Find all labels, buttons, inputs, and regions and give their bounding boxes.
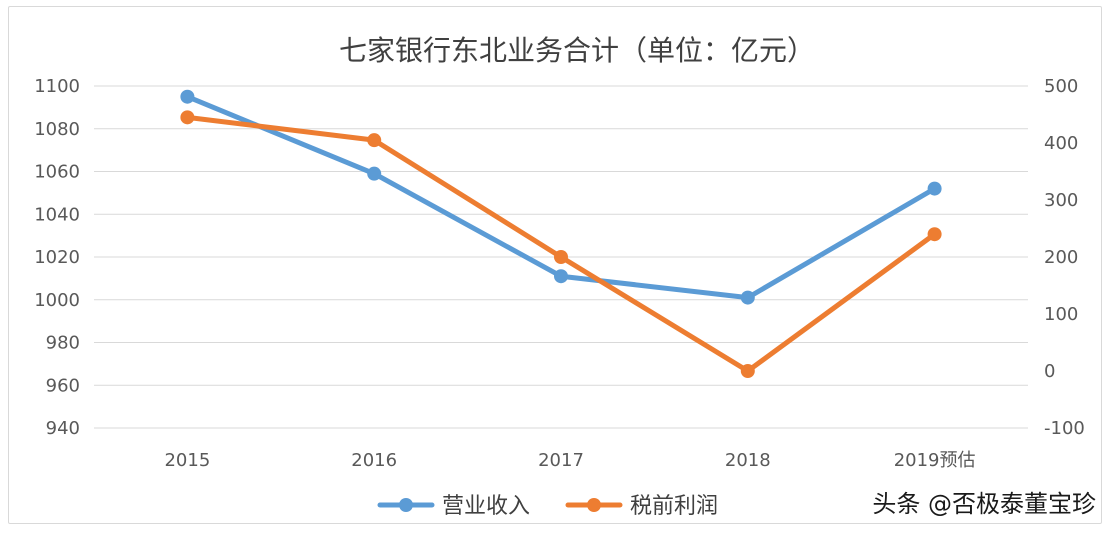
- legend-marker: [587, 498, 601, 512]
- data-point: [180, 89, 195, 104]
- legend-label: 税前利润: [630, 494, 718, 519]
- right-axis-tick-label: 300: [1044, 190, 1078, 211]
- left-axis-tick-label: 1080: [34, 119, 80, 140]
- data-point: [740, 364, 755, 378]
- left-axis-tick-label: 1100: [34, 76, 80, 97]
- left-axis-tick-label: 960: [46, 375, 80, 396]
- left-axis-tick-labels: 1100 1080 1060 1040 1020 1000 980 960 940: [34, 76, 80, 439]
- legend-label: 营业收入: [442, 494, 530, 519]
- x-axis-tick-labels: 2015 2016 2017 2018 2019预估: [164, 450, 975, 471]
- series-1: [180, 89, 942, 305]
- right-axis-tick-label: 0: [1044, 361, 1055, 382]
- data-point: [927, 181, 942, 196]
- x-axis-tick-label: 2019预估: [894, 450, 976, 471]
- left-axis-tick-label: 940: [46, 418, 80, 439]
- right-axis-tick-label: 200: [1044, 247, 1078, 268]
- data-point: [367, 166, 382, 181]
- right-axis-tick-labels: 500 400 300 200 100 0 -100: [1044, 76, 1085, 439]
- series-2: [180, 110, 942, 378]
- data-point: [367, 133, 382, 148]
- data-point: [180, 110, 195, 125]
- left-axis-tick-label: 980: [46, 333, 80, 354]
- series-line: [184, 114, 938, 374]
- data-point: [554, 250, 568, 264]
- right-axis-tick-label: 400: [1044, 133, 1078, 154]
- watermark: 头条 @否极泰董宝珍: [872, 490, 1096, 518]
- series-lines: [180, 89, 942, 378]
- data-point: [740, 290, 755, 305]
- left-axis-tick-label: 1060: [34, 162, 80, 183]
- x-axis-tick-label: 2018: [725, 450, 771, 471]
- legend-item: 营业收入: [377, 494, 530, 519]
- right-axis-tick-label: -100: [1044, 418, 1085, 439]
- grid-lines: [94, 85, 1028, 429]
- legend-item: 税前利润: [565, 494, 718, 519]
- x-axis-tick-label: 2015: [164, 450, 210, 471]
- x-axis-tick-label: 2016: [351, 450, 397, 471]
- legend: 营业收入 税前利润: [377, 494, 718, 519]
- right-axis-tick-label: 500: [1044, 76, 1078, 97]
- right-axis-tick-label: 100: [1044, 304, 1078, 325]
- data-point: [927, 227, 942, 242]
- chart-frame: [8, 6, 1102, 524]
- left-axis-tick-label: 1000: [34, 290, 80, 311]
- left-axis-tick-label: 1020: [34, 247, 80, 268]
- data-point: [554, 269, 568, 284]
- series-line: [184, 94, 938, 301]
- left-axis-tick-label: 1040: [34, 204, 80, 225]
- x-axis-tick-label: 2017: [538, 450, 584, 471]
- legend-marker: [399, 498, 413, 512]
- chart-title: 七家银行东北业务合计（单位：亿元）: [339, 34, 815, 67]
